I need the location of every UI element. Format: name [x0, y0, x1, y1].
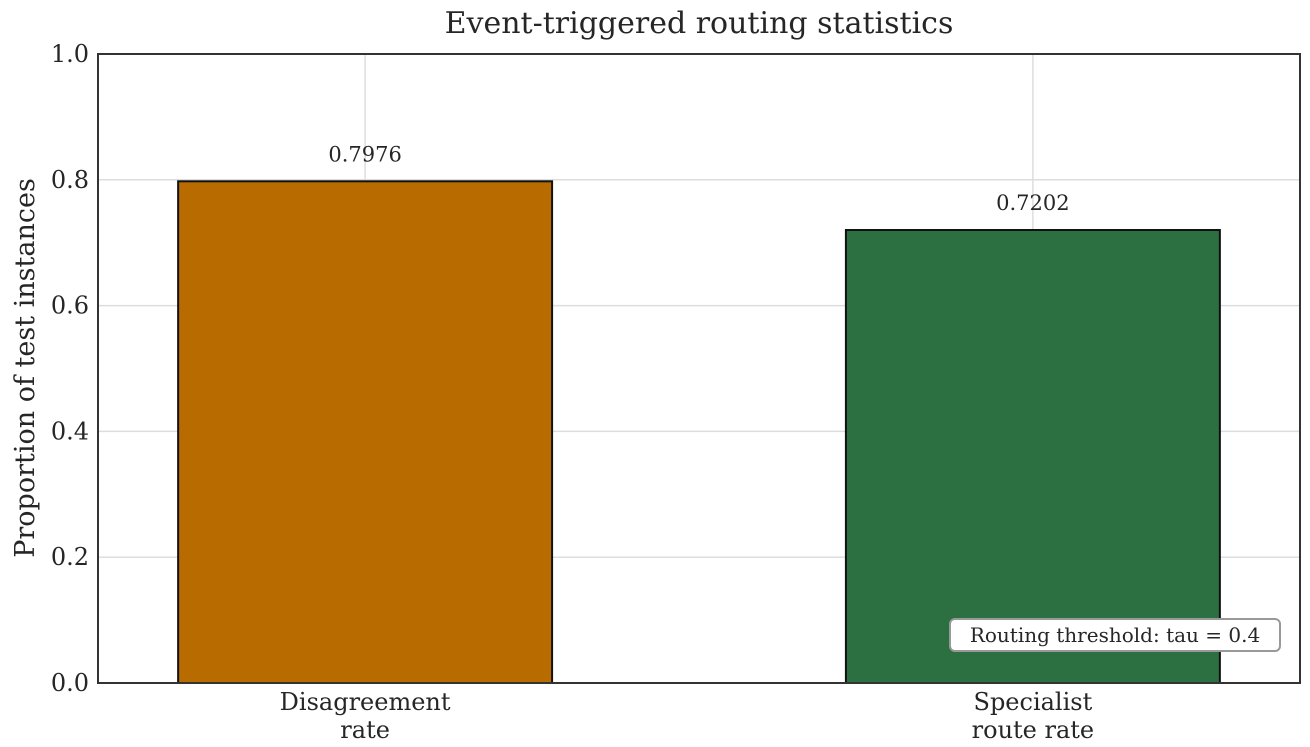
data-labels: 0.7976 0.7202 [328, 142, 1069, 215]
x-tick-label: Specialist route rate [972, 688, 1094, 744]
y-tick-label: 0.2 [51, 543, 89, 571]
y-axis-label: Proportion of test instances [10, 178, 41, 558]
y-tick-label: 0.0 [51, 669, 89, 697]
data-label: 0.7202 [996, 191, 1069, 215]
y-tick-label: 0.4 [51, 417, 89, 445]
plot-frame [97, 53, 1301, 684]
x-tick-label: Disagreement rate [280, 688, 451, 744]
bar [844, 228, 1221, 684]
bars [177, 180, 1221, 684]
data-label: 0.7976 [328, 142, 401, 166]
y-tick-labels: 0.0 0.2 0.4 0.6 0.8 1.0 [51, 40, 89, 697]
y-tick-label: 0.6 [51, 292, 89, 320]
y-tick-label: 0.8 [51, 166, 89, 194]
y-tick-label: 1.0 [51, 40, 89, 68]
chart-title: Event-triggered routing statistics [445, 6, 954, 41]
x-tick-labels: Disagreement rate Specialist route rate [280, 688, 1094, 744]
annotation-text: Routing threshold: tau = 0.4 [970, 623, 1260, 647]
annotation-box [949, 618, 1281, 652]
bar [177, 180, 554, 684]
threshold-annotation: Routing threshold: tau = 0.4 [949, 618, 1281, 652]
